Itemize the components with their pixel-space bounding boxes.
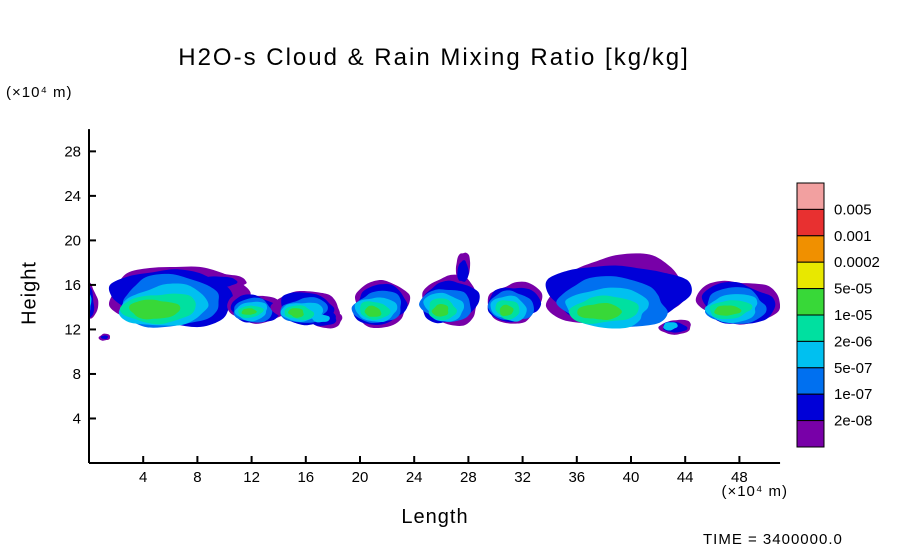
cloud-7-contour	[663, 322, 678, 331]
colorbar-box	[796, 182, 825, 210]
y-tick-label: 24	[64, 188, 81, 205]
y-axis-unit-label: (×10⁴ m)	[6, 84, 73, 101]
colorbar-label: 1e-07	[834, 386, 872, 403]
cloud-6-contour	[499, 304, 514, 317]
x-tick-label: 24	[406, 469, 423, 486]
x-tick-label: 4	[139, 469, 147, 486]
axes	[88, 129, 781, 464]
x-axis-title: Length	[401, 506, 469, 528]
colorbar-box	[796, 393, 825, 422]
cloud-3-contour	[311, 313, 330, 323]
colorbar-label: 0.0002	[834, 254, 880, 271]
y-axis-title: Height	[18, 261, 41, 325]
y-tick-label: 12	[64, 321, 81, 338]
colorbar-label: 5e-07	[834, 360, 872, 377]
colorbar-label: 2e-06	[834, 333, 872, 350]
cloud-7-contour	[577, 302, 622, 320]
cloud-8-contour	[714, 305, 742, 316]
cloud-5-contour	[431, 304, 449, 317]
y-tick-label: 8	[73, 366, 81, 383]
cloud-1-contour	[204, 276, 238, 288]
x-tick-label: 32	[514, 469, 531, 486]
colorbar: 0.005 0.001 0.0002 5e-05 1e-05 2e-06 5e-07 1e-0…	[796, 182, 880, 448]
cloud-5-contour	[457, 260, 469, 282]
y-tick-label: 20	[64, 232, 81, 249]
x-tick-label: 8	[193, 469, 201, 486]
speck-contour	[100, 335, 109, 340]
x-axis-unit-label: (×10⁴ m)	[721, 483, 788, 500]
colorbar-label: 5e-05	[834, 281, 872, 298]
x-tick-label: 40	[623, 469, 640, 486]
cloud-2-contour	[241, 308, 257, 315]
clouds-layer	[89, 252, 781, 341]
x-tick-label: 20	[352, 469, 369, 486]
y-tick-label: 16	[64, 277, 81, 294]
colorbar-label: 0.005	[834, 201, 872, 218]
y-tick-label: 28	[64, 143, 81, 160]
x-tick-label: 16	[297, 469, 314, 486]
x-tick-label: 36	[568, 469, 585, 486]
y-tick-label: 4	[73, 410, 81, 427]
x-tick-label: 44	[677, 469, 694, 486]
cloud-3-contour	[288, 308, 304, 318]
colorbar-box	[796, 420, 825, 448]
colorbar-box	[796, 288, 825, 316]
time-label: TIME = 3400000.0	[703, 531, 843, 544]
colorbar-box	[796, 235, 825, 263]
cloud-4-contour	[364, 305, 382, 317]
colorbar-box	[796, 367, 825, 395]
colorbar-label: 1e-05	[834, 307, 872, 324]
x-tick-label: 28	[460, 469, 477, 486]
left-edge-sliver-contour	[89, 286, 95, 319]
colorbar-box	[796, 340, 825, 369]
colorbar-label: 2e-08	[834, 413, 872, 430]
chart-title: H2O-s Cloud & Rain Mixing Ratio [kg/kg]	[178, 44, 690, 71]
colorbar-box	[796, 261, 825, 290]
colorbar-box	[796, 314, 825, 342]
x-tick-label: 12	[243, 469, 260, 486]
colorbar-box	[796, 208, 825, 237]
x-tick-label: 48	[731, 469, 748, 486]
cloud-1-contour	[129, 299, 181, 320]
colorbar-label: 0.001	[834, 228, 872, 245]
